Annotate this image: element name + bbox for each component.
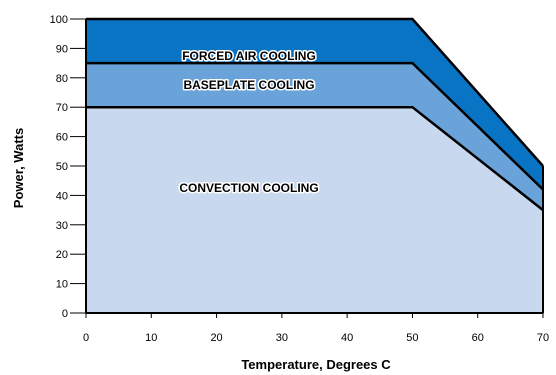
y-tick-label-5: 50 [56, 161, 68, 173]
region-label-0: FORCED AIR COOLING [182, 49, 316, 63]
series-line-0 [86, 17, 544, 167]
y-tick-label-6: 60 [56, 132, 68, 144]
y-tick-label-10: 100 [50, 14, 68, 26]
area-series-group [86, 19, 543, 313]
y-tick-label-9: 90 [56, 43, 68, 55]
x-tick-label-4: 40 [341, 332, 353, 344]
series-line-1 [86, 61, 544, 191]
series-lines-group [86, 17, 544, 212]
y-tick-label-0: 0 [62, 308, 68, 320]
axes-group: 0 10 20 30 40 50 60 70 80 90 100 0 10 20 30 40 50 60 70 [50, 14, 549, 344]
x-tick-label-6: 60 [472, 332, 484, 344]
y-tick-label-8: 80 [56, 73, 68, 85]
series-line-2 [86, 105, 544, 212]
y-tick-label-1: 10 [56, 279, 68, 291]
area-2 [86, 107, 543, 313]
y-tick-label-2: 20 [56, 249, 68, 261]
region-label-1: BASEPLATE COOLING [183, 78, 314, 92]
x-axis-title: Temperature, Degrees C [241, 357, 391, 372]
x-tick-label-1: 10 [145, 332, 157, 344]
x-tick-label-3: 30 [276, 332, 288, 344]
y-tick-label-4: 40 [56, 190, 68, 202]
region-label-2: CONVECTION COOLING [179, 181, 318, 195]
y-axis-title: Power, Watts [11, 128, 26, 208]
x-tick-label-7: 70 [537, 332, 549, 344]
x-tick-label-5: 50 [406, 332, 418, 344]
x-tick-label-0: 0 [83, 332, 89, 344]
y-tick-label-3: 30 [56, 220, 68, 232]
y-tick-label-7: 70 [56, 102, 68, 114]
x-tick-label-2: 20 [210, 332, 222, 344]
region-labels-group: FORCED AIR COOLING BASEPLATE COOLING CONVE… [178, 47, 320, 196]
